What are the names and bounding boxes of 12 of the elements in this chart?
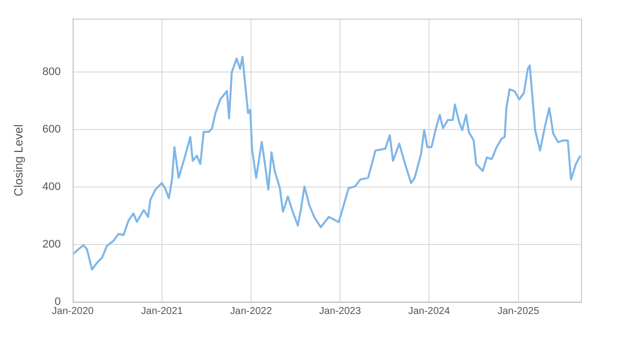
x-tick-label: Jan-2024 [408,306,450,317]
y-tick-label: 400 [42,181,61,194]
y-tick-label: 600 [42,124,61,136]
y-tick-label: 800 [42,66,61,78]
y-axis-title: Closing Level [12,124,26,196]
x-tick-label: Jan-2021 [141,306,184,317]
y-tick-label: 200 [42,238,61,251]
y-tick-label: 0 [54,296,61,308]
x-tick-label: Jan-2022 [230,306,272,317]
x-tick-label: Jan-2023 [319,306,362,317]
x-tick-label: Jan-2025 [497,306,540,317]
x-tick-label: Jan-2020 [52,306,94,317]
